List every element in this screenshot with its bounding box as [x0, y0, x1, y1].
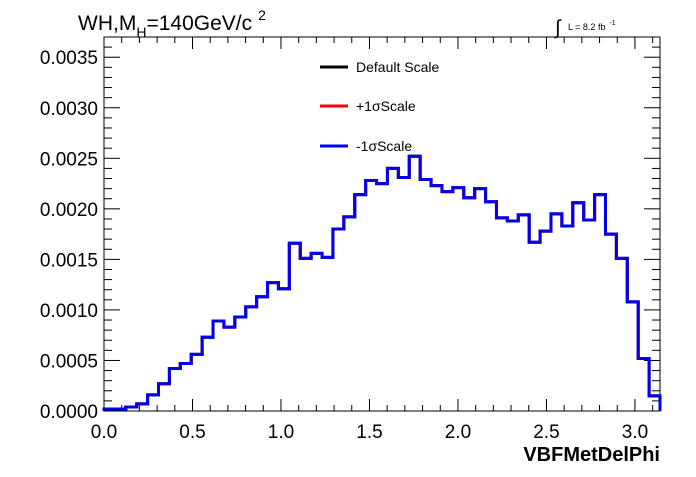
histogram-series — [102, 154, 662, 411]
x-tick-label: 0.0 — [91, 422, 117, 443]
title-rest: =140GeV/c — [146, 12, 252, 35]
lumi-text: L = 8.2 fb — [568, 22, 605, 32]
x-tick-label: 2.0 — [445, 422, 471, 443]
legend-label-minus-1sigma-scale: -1σScale — [356, 138, 412, 154]
legend-label-default-scale: Default Scale — [356, 59, 439, 75]
y-tick-label: 0.0025 — [40, 149, 98, 170]
title-main: WH,M — [78, 12, 136, 35]
legend-label-plus-1sigma-scale: +1σScale — [356, 98, 416, 114]
plot-frame — [103, 36, 661, 412]
y-tick-label: 0.0015 — [40, 250, 98, 271]
x-tick-label: 1.0 — [268, 422, 294, 443]
lumi-integral-sign: ∫ — [554, 17, 562, 39]
y-axis-ticks — [104, 36, 660, 412]
y-tick-label: 0.0035 — [40, 48, 98, 69]
y-axis-tick-labels: 0.0000 0.0005 0.0010 0.0015 0.0020 0.0025 0.00… — [40, 48, 98, 423]
x-tick-label: 1.5 — [356, 422, 382, 443]
y-tick-label: 0.0005 — [40, 351, 98, 372]
y-tick-label: 0.0000 — [40, 402, 98, 423]
y-tick-label: 0.0010 — [40, 301, 98, 322]
series-line-2 — [102, 154, 662, 411]
x-tick-label: 2.5 — [533, 422, 559, 443]
chart-title: WH,MH=140GeV/c 2 — [78, 7, 266, 40]
title-subscript: H — [136, 24, 146, 40]
y-tick-label: 0.0030 — [40, 99, 98, 120]
title-superscript: 2 — [258, 7, 266, 23]
x-tick-label: 3.0 — [622, 422, 648, 443]
x-tick-label: 0.5 — [179, 422, 205, 443]
legend: Default Scale +1σScale -1σScale — [320, 59, 439, 154]
x-axis-tick-labels: 0.0 0.5 1.0 1.5 2.0 2.5 3.0 — [91, 422, 648, 443]
y-tick-label: 0.0020 — [40, 200, 98, 221]
lumi-superscript: -1 — [609, 20, 615, 27]
lumi-label: L = 8.2 fb -1 — [568, 20, 616, 32]
x-axis-title: VBFMetDelPhi — [523, 444, 660, 466]
